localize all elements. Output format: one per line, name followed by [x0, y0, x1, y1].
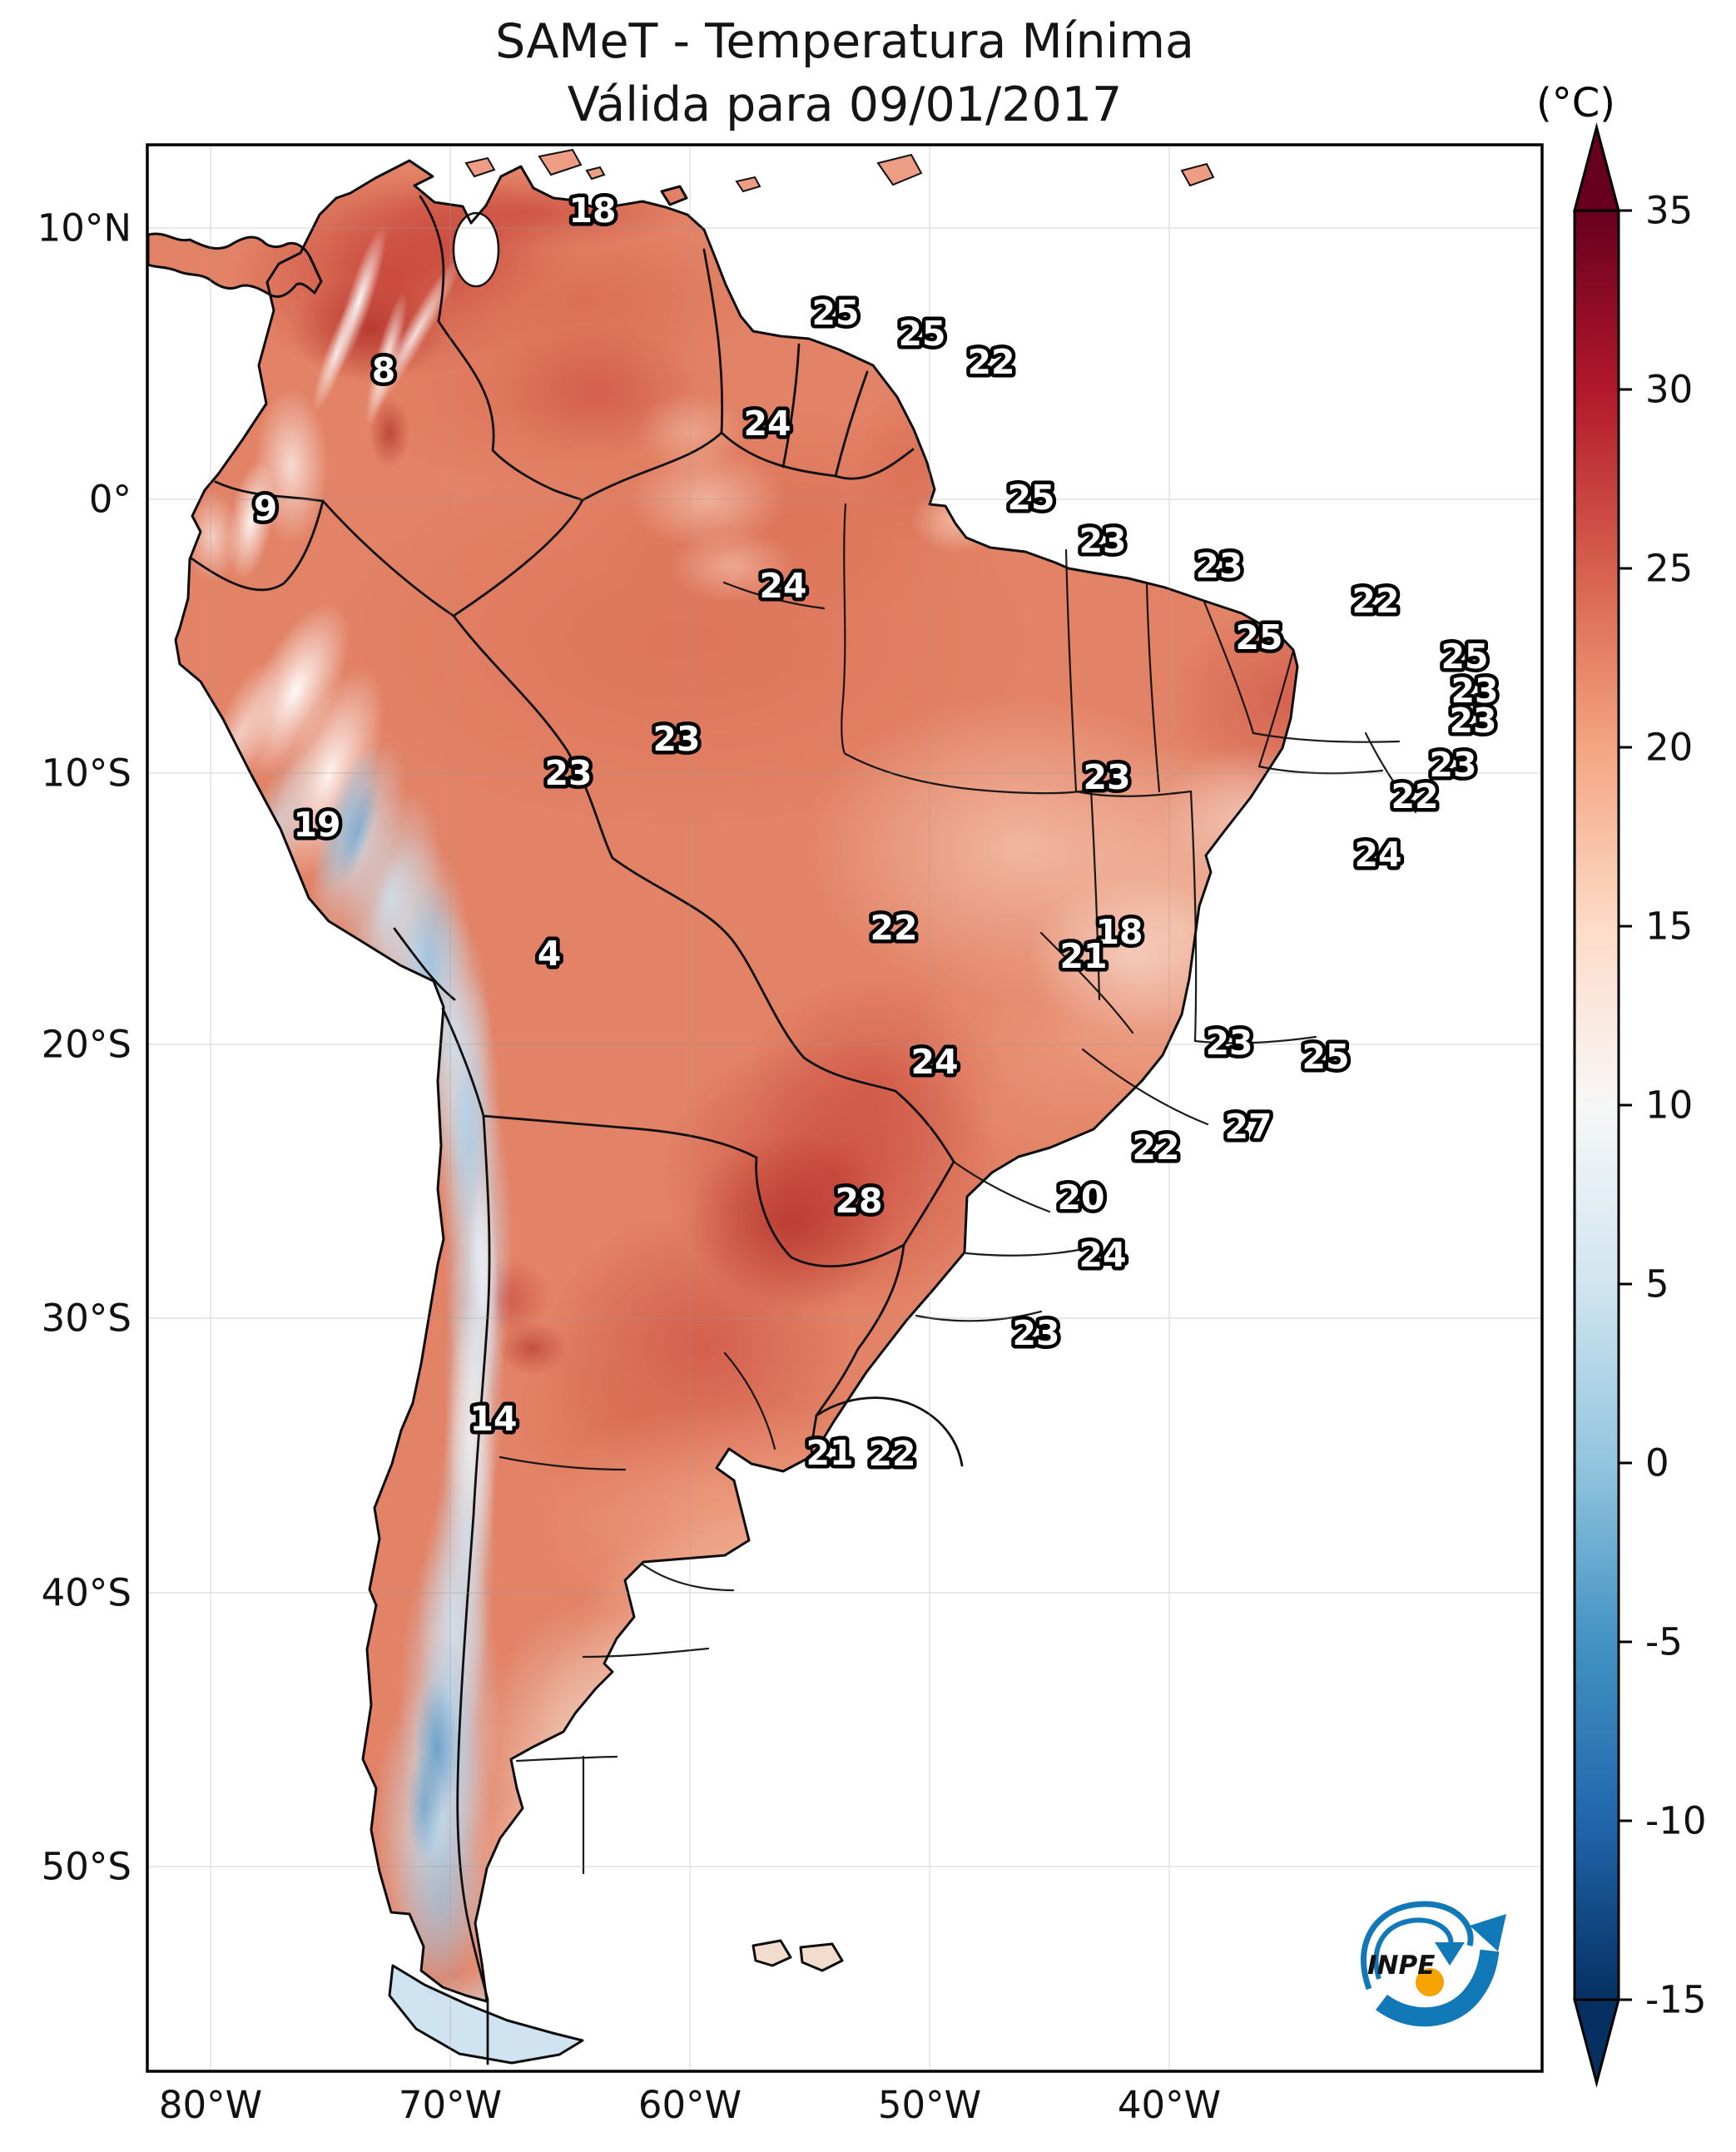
station-temperature-label: 23 — [1012, 1313, 1059, 1353]
lon-tick-label: 70°W — [398, 2083, 503, 2127]
station-temperature-label: 23 — [1429, 745, 1476, 785]
lat-tick-label: 50°S — [41, 1844, 131, 1889]
station-temperature-label: 24 — [910, 1042, 958, 1082]
colorbar-tick-label: 0 — [1645, 1440, 1669, 1485]
station-temperature-label: 21 — [806, 1433, 853, 1473]
station-temperature-label: 28 — [835, 1181, 882, 1221]
big-arrow-icon — [1376, 1949, 1500, 2027]
lat-tick-label: 20°S — [41, 1022, 131, 1067]
big-arrowhead-icon — [1470, 1914, 1506, 1951]
colorbar-tick-label: -15 — [1645, 1977, 1707, 2022]
colorbar-tick-label: 10 — [1645, 1083, 1694, 1128]
colorbar-tick-label: 20 — [1645, 725, 1694, 770]
station-temperature-label: 23 — [1083, 757, 1130, 797]
title-line-1: SAMeT - Temperatura Mínima — [495, 14, 1194, 69]
lon-tick-label: 80°W — [158, 2083, 263, 2127]
landmass — [148, 148, 1297, 2063]
station-temperature-label: 23 — [1451, 671, 1498, 711]
station-temperature-label: 22 — [1132, 1128, 1179, 1168]
lon-tick-label: 50°W — [877, 2083, 982, 2127]
station-temperature-label: 24 — [1079, 1235, 1126, 1275]
station-temperature-label: 22 — [870, 908, 917, 948]
station-temperature-label: 25 — [1302, 1037, 1349, 1077]
station-temperature-label: 18 — [1095, 912, 1143, 952]
station-temperature-label: 25 — [1235, 617, 1282, 657]
colorbar — [1573, 122, 1632, 2088]
station-temperature-label: 8 — [372, 350, 396, 390]
lon-tick-label: 40°W — [1117, 2083, 1222, 2127]
station-temperature-label: 24 — [743, 404, 791, 444]
colorbar-tick-label: 15 — [1645, 904, 1694, 949]
colorbar-tick-label: 5 — [1645, 1262, 1669, 1307]
station-temperature-label: 25 — [811, 293, 859, 333]
station-temperature-label: 24 — [1354, 835, 1401, 875]
station-temperature-label: 21 — [1059, 936, 1107, 976]
inpe-logo: INPE — [1360, 1901, 1506, 2027]
station-temperature-label: 22 — [1391, 776, 1438, 816]
station-temperature-label: 4 — [538, 934, 562, 974]
colorbar-tick-label: 35 — [1645, 188, 1694, 233]
colorbar-unit-label: (°C) — [1536, 80, 1615, 126]
station-temperature-label: 23 — [1195, 546, 1242, 586]
station-temperature-label: 24 — [759, 566, 806, 606]
station-temperature-label: 18 — [568, 191, 616, 231]
station-temperature-label: 27 — [1224, 1107, 1272, 1147]
map-frame — [146, 143, 1544, 2073]
station-temperature-label: 25 — [1007, 478, 1054, 518]
title-line-2: Válida para 09/01/2017 — [567, 77, 1123, 132]
colorbar-tick-label: -10 — [1645, 1798, 1707, 1843]
state-borders — [498, 503, 1417, 1875]
colorbar-tick-label: 30 — [1645, 367, 1694, 412]
lakes — [452, 211, 1056, 1438]
lat-tick-label: 10°N — [37, 206, 131, 250]
station-temperature-label: 23 — [1079, 521, 1126, 561]
station-temperature-label: 22 — [967, 342, 1014, 382]
station-temperature-label: 19 — [293, 805, 340, 845]
station-temperature-label: 23 — [544, 753, 592, 793]
lon-tick-label: 60°W — [637, 2083, 742, 2127]
station-temperature-label: 23 — [1205, 1023, 1252, 1063]
station-temperature-label: 25 — [898, 314, 945, 354]
orange-dot-icon — [1416, 1968, 1444, 1996]
map-area — [148, 146, 1541, 2070]
station-temperature-label: 9 — [254, 488, 278, 528]
lat-tick-label: 10°S — [41, 751, 131, 796]
page-title: SAMeT - Temperatura Mínima Válida para 0… — [147, 10, 1542, 136]
colorbar-tick-label: -5 — [1645, 1619, 1683, 1664]
station-temperature-label: 23 — [652, 719, 700, 759]
colorbar-tick-label: 25 — [1645, 546, 1694, 591]
logo-text: INPE — [1367, 1951, 1435, 1981]
swirl-arrowhead-icon — [1435, 1942, 1465, 1966]
station-temperature-label: 22 — [868, 1434, 915, 1474]
lat-tick-label: 0° — [88, 477, 131, 522]
lat-tick-label: 30°S — [41, 1296, 131, 1341]
station-temperature-label: 23 — [1449, 701, 1496, 741]
lat-tick-label: 40°S — [41, 1570, 131, 1615]
graticule — [148, 146, 1541, 2070]
station-temperature-label: 22 — [1352, 581, 1399, 621]
station-temperature-label: 25 — [1441, 637, 1488, 677]
station-temperature-label: 20 — [1057, 1178, 1104, 1217]
station-temperature-label: 14 — [469, 1399, 517, 1439]
